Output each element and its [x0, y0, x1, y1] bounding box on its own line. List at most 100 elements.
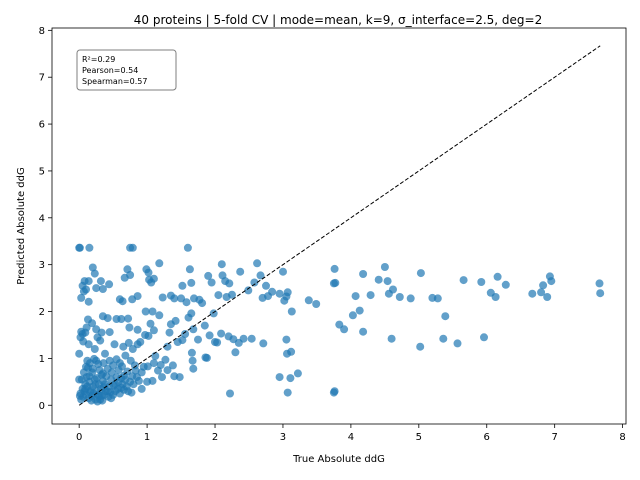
identity-line	[78, 45, 601, 406]
data-point	[406, 294, 415, 303]
data-point	[137, 384, 146, 393]
y-tick-label: 8	[39, 26, 45, 37]
data-point	[88, 364, 97, 373]
data-point	[395, 293, 404, 301]
data-point	[173, 338, 182, 346]
x-tick-label: 8	[619, 432, 625, 443]
data-point	[149, 326, 158, 335]
data-point	[98, 312, 107, 321]
data-point	[155, 311, 164, 320]
chart-title: 40 proteins | 5-fold CV | mode=mean, k=9…	[134, 13, 542, 27]
data-point	[181, 330, 190, 338]
data-point	[146, 319, 155, 328]
data-point	[168, 361, 177, 370]
data-point	[90, 269, 99, 278]
data-point	[340, 325, 349, 334]
x-tick-label: 0	[76, 432, 82, 443]
data-point	[119, 342, 128, 351]
data-point	[348, 311, 357, 320]
data-point	[125, 323, 134, 332]
data-point	[154, 366, 162, 375]
data-point	[98, 369, 107, 378]
data-point	[528, 289, 537, 298]
data-point	[128, 243, 137, 252]
data-point	[187, 348, 196, 357]
data-point	[217, 260, 226, 269]
data-point	[287, 347, 296, 356]
data-point	[351, 292, 360, 301]
stats-box-frame	[76, 49, 177, 91]
data-point	[275, 289, 284, 298]
data-point	[134, 376, 143, 385]
data-point	[283, 288, 292, 297]
data-point	[198, 299, 207, 308]
data-point	[433, 294, 442, 303]
x-tick-label: 2	[212, 432, 218, 443]
data-point	[202, 353, 211, 362]
data-point	[283, 388, 292, 397]
data-point	[279, 267, 287, 276]
data-point	[355, 306, 364, 315]
data-point	[90, 345, 99, 353]
data-point	[105, 328, 114, 337]
data-point	[84, 340, 93, 349]
data-point	[84, 297, 93, 306]
data-point	[158, 373, 166, 382]
data-point	[225, 279, 234, 288]
data-point	[231, 348, 240, 357]
data-point	[91, 380, 100, 389]
y-axis-ticks: 0 1 2 3 4 5 6 7 8	[39, 26, 52, 412]
data-point	[133, 292, 142, 301]
data-point	[130, 361, 139, 370]
data-point	[118, 297, 127, 306]
data-point	[178, 281, 187, 290]
data-point	[380, 263, 389, 271]
data-point	[148, 307, 157, 316]
points-layer	[75, 243, 605, 406]
y-tick-label: 3	[39, 260, 45, 271]
data-point	[124, 387, 133, 396]
plot-area	[51, 27, 627, 425]
data-point	[187, 278, 196, 287]
data-point	[329, 279, 338, 288]
data-point	[161, 355, 170, 364]
data-point	[304, 296, 313, 305]
data-point	[97, 391, 106, 400]
data-point	[92, 284, 101, 293]
data-point	[416, 269, 425, 278]
data-point	[188, 356, 197, 365]
data-point	[207, 278, 216, 287]
y-tick-label: 0	[39, 401, 45, 412]
data-point	[239, 334, 248, 343]
x-axis-label: True Absolute ddG	[292, 454, 385, 465]
data-point	[81, 384, 90, 393]
data-point	[84, 315, 92, 324]
data-point	[459, 276, 468, 285]
data-point	[282, 335, 291, 344]
data-point	[96, 336, 105, 345]
data-point	[387, 334, 396, 343]
data-point	[228, 290, 236, 299]
data-point	[217, 329, 226, 338]
data-point	[209, 309, 218, 318]
y-tick-label: 6	[39, 120, 45, 131]
data-point	[92, 356, 101, 365]
data-point	[287, 307, 296, 316]
data-point	[105, 280, 114, 289]
data-point	[155, 259, 164, 268]
data-point	[85, 372, 94, 381]
data-point	[144, 268, 153, 277]
data-point	[247, 334, 256, 343]
y-tick-label: 2	[39, 307, 45, 318]
data-point	[124, 314, 133, 323]
data-point	[374, 275, 383, 284]
data-point	[82, 362, 90, 371]
y-tick-label: 5	[39, 166, 45, 177]
data-point	[439, 334, 448, 343]
data-point	[75, 243, 84, 252]
data-point	[200, 321, 209, 330]
data-point	[77, 293, 86, 302]
data-point	[75, 349, 84, 358]
data-point	[163, 366, 172, 375]
